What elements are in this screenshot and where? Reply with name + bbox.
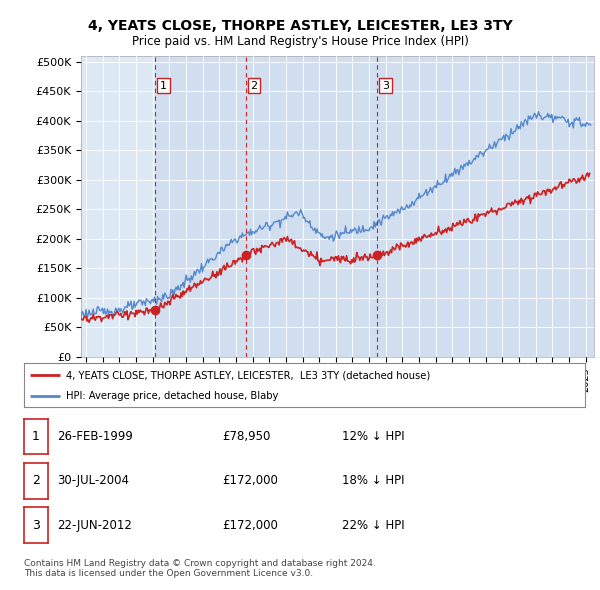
Text: £172,000: £172,000 [222,474,278,487]
Text: 1: 1 [160,81,167,90]
Text: 22% ↓ HPI: 22% ↓ HPI [342,519,404,532]
Text: 26-FEB-1999: 26-FEB-1999 [57,430,133,443]
Text: 22-JUN-2012: 22-JUN-2012 [57,519,132,532]
Bar [155,56,245,357]
Bar [377,56,594,357]
Text: 12% ↓ HPI: 12% ↓ HPI [342,430,404,443]
Text: 30-JUL-2004: 30-JUL-2004 [57,474,129,487]
Text: 3: 3 [382,81,389,90]
Text: £78,950: £78,950 [222,430,271,443]
Bar [245,56,377,357]
Text: 18% ↓ HPI: 18% ↓ HPI [342,474,404,487]
Text: HPI: Average price, detached house, Blaby: HPI: Average price, detached house, Blab… [66,391,278,401]
Text: 3: 3 [32,519,40,532]
Text: Contains HM Land Registry data © Crown copyright and database right 2024.
This d: Contains HM Land Registry data © Crown c… [24,559,376,578]
Text: 4, YEATS CLOSE, THORPE ASTLEY, LEICESTER, LE3 3TY: 4, YEATS CLOSE, THORPE ASTLEY, LEICESTER… [88,19,512,33]
Text: 2: 2 [251,81,257,90]
Text: Price paid vs. HM Land Registry's House Price Index (HPI): Price paid vs. HM Land Registry's House … [131,35,469,48]
Text: 2: 2 [32,474,40,487]
Text: 4, YEATS CLOSE, THORPE ASTLEY, LEICESTER,  LE3 3TY (detached house): 4, YEATS CLOSE, THORPE ASTLEY, LEICESTER… [66,371,430,380]
Text: £172,000: £172,000 [222,519,278,532]
Text: 1: 1 [32,430,40,443]
